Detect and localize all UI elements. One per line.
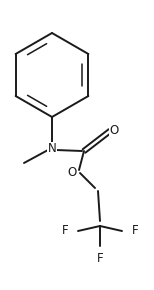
Text: F: F (62, 224, 68, 238)
Text: F: F (97, 253, 103, 266)
Text: O: O (67, 166, 77, 180)
Text: N: N (48, 142, 56, 155)
Text: F: F (132, 224, 138, 238)
Text: O: O (109, 124, 119, 137)
